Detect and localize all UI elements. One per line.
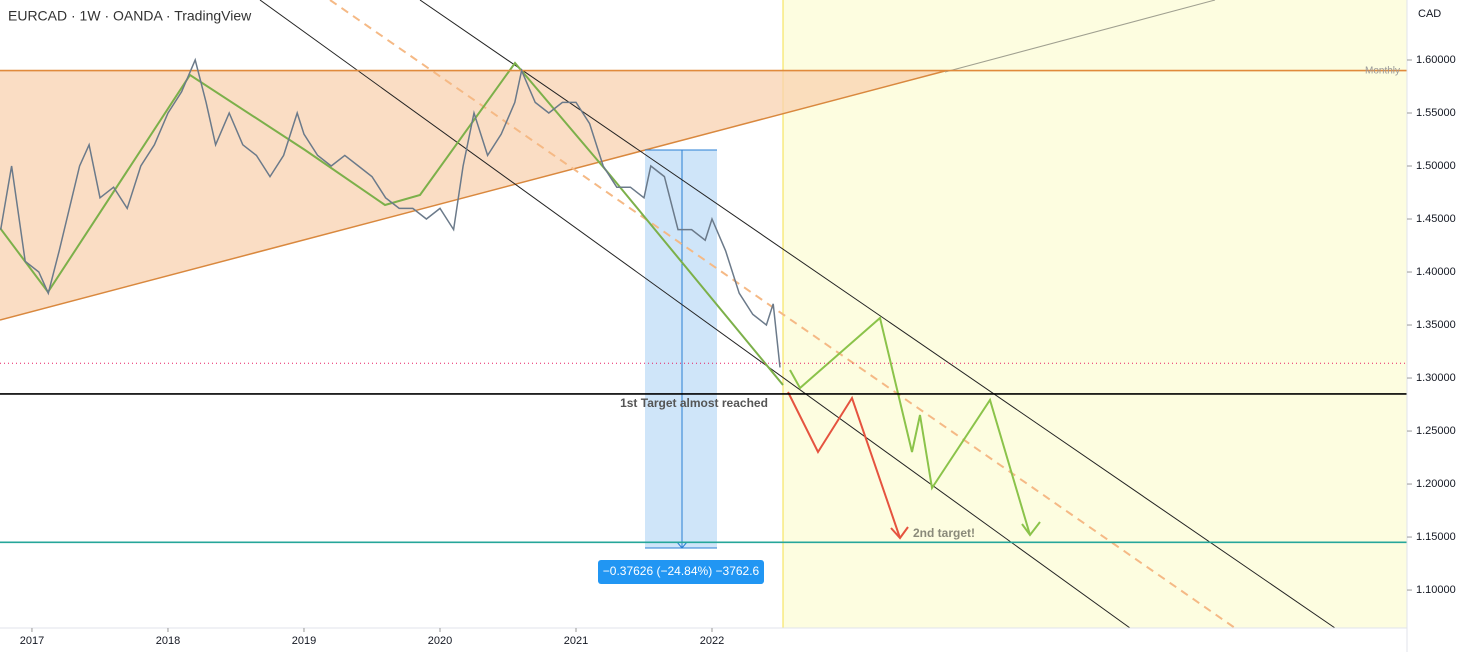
y-tick-label: 1.55000 <box>1416 107 1456 119</box>
projection-arrowhead <box>890 526 909 540</box>
x-tick-label: 2019 <box>292 635 316 647</box>
measure-label: −0.37626 (−24.84%) −3762.6 <box>603 564 760 578</box>
y-tick-label: 1.40000 <box>1416 266 1456 278</box>
x-tick-label: 2018 <box>156 635 180 647</box>
y-tick-label: 1.20000 <box>1416 478 1456 490</box>
measure-label-bg <box>598 560 764 584</box>
y-tick-label: 1.25000 <box>1416 425 1456 437</box>
projection-down <box>787 391 901 539</box>
trend-line <box>944 0 1216 73</box>
channel-line <box>259 0 1131 629</box>
projection-zone <box>783 0 1407 628</box>
projection-up <box>789 316 1031 536</box>
channel-line <box>419 0 1336 629</box>
measure-box <box>645 150 717 548</box>
y-tick-label: 1.45000 <box>1416 213 1456 225</box>
y-tick-label: 1.30000 <box>1416 372 1456 384</box>
price-line <box>0 57 781 368</box>
y-tick-label: 1.50000 <box>1416 160 1456 172</box>
x-tick-label: 2022 <box>700 635 724 647</box>
measure-arrowhead <box>676 541 688 549</box>
annotation: 2nd target! <box>913 526 975 540</box>
triangle-edge <box>0 70 946 321</box>
annotation: 1st Target almost reached <box>620 396 768 410</box>
y-tick-label: 1.10000 <box>1416 584 1456 596</box>
projection-arrowhead <box>1021 521 1041 537</box>
y-tick-label: 1.35000 <box>1416 319 1456 331</box>
y-tick-label: 1.60000 <box>1416 54 1456 66</box>
x-tick-label: 2021 <box>564 635 588 647</box>
wave-path <box>0 61 784 386</box>
chart-title: EURCAD · 1W · OANDA · TradingView <box>8 8 252 24</box>
x-tick-label: 2017 <box>20 635 44 647</box>
annotation: Monthly <box>1365 66 1400 77</box>
channel-mid <box>329 0 1236 629</box>
x-tick-label: 2020 <box>428 635 452 647</box>
y-axis-label: CAD <box>1418 8 1441 20</box>
y-tick-label: 1.15000 <box>1416 531 1456 543</box>
